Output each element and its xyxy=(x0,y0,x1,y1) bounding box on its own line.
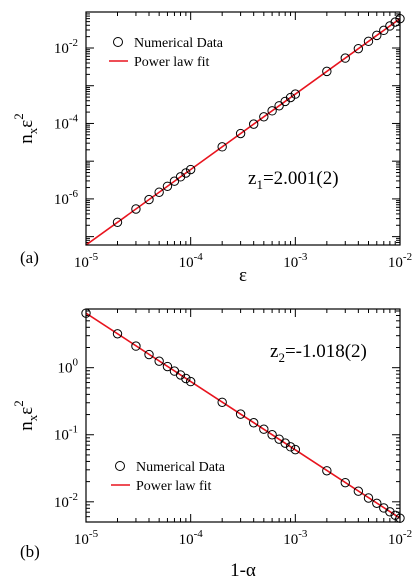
exponent-annotation: z1=2.001(2) xyxy=(248,168,339,192)
data-point xyxy=(162,361,173,372)
data-point xyxy=(169,176,180,186)
exponent-annotation: z2=-1.018(2) xyxy=(270,341,367,365)
data-point xyxy=(340,53,350,63)
x-axis-label: 1-α xyxy=(230,560,256,581)
legend-marker-data xyxy=(115,461,125,471)
fit-series xyxy=(86,312,400,519)
legend-label-fit: Power law fit xyxy=(136,479,212,494)
data-point xyxy=(353,43,364,54)
panel-a: 10-5 10-4 10-3 10-2 10-6 10-4 10-2 Numerical Da… xyxy=(11,11,412,286)
legend-label-data: Numerical Data xyxy=(134,36,224,51)
x-tick-label: 10-3 xyxy=(283,251,308,271)
y-tick-label: 10-1 xyxy=(54,424,78,444)
data-point xyxy=(248,418,259,428)
data-point xyxy=(290,89,301,99)
data-point xyxy=(372,498,382,509)
panel-label: (a) xyxy=(20,248,39,267)
y-tick-label: 10-4 xyxy=(54,112,79,132)
x-tick-label: 10-2 xyxy=(388,528,412,548)
data-point xyxy=(259,112,269,122)
legend-label-data: Numerical Data xyxy=(136,460,226,475)
data-point xyxy=(185,164,196,175)
y-tick-label: 10-2 xyxy=(54,491,78,511)
data-point xyxy=(144,349,154,360)
data-point xyxy=(217,142,227,152)
power-law-fit-line xyxy=(86,17,400,245)
legend: Numerical Data Power law fit xyxy=(109,36,224,70)
x-tick-label: 10-4 xyxy=(179,251,204,271)
x-tick-label: 10-5 xyxy=(74,251,99,271)
data-point xyxy=(112,329,123,339)
data-point xyxy=(285,442,296,452)
data-point xyxy=(181,373,191,384)
data-point xyxy=(322,66,332,77)
data-series xyxy=(112,13,405,227)
data-point xyxy=(112,217,123,227)
legend-marker-data xyxy=(113,37,123,47)
data-point xyxy=(217,397,227,407)
axis-ticks xyxy=(85,309,401,523)
plot-frame xyxy=(85,308,401,523)
y-tick-label: 100 xyxy=(58,357,79,377)
data-series xyxy=(81,308,405,523)
legend: Numerical Data Power law fit xyxy=(111,460,226,494)
x-tick-label: 10-3 xyxy=(283,528,308,548)
data-point xyxy=(385,507,395,517)
data-point xyxy=(285,92,296,103)
data-point xyxy=(372,30,382,41)
data-point xyxy=(267,430,277,440)
data-point xyxy=(267,106,277,116)
x-axis-label: ε xyxy=(239,265,247,286)
x-tick-label: 10-2 xyxy=(388,251,412,271)
data-point xyxy=(154,356,164,366)
y-tick-label: 10-6 xyxy=(54,188,79,208)
data-point xyxy=(259,424,269,434)
data-point xyxy=(322,466,332,476)
data-point xyxy=(162,181,173,191)
data-point xyxy=(274,101,284,111)
data-point xyxy=(131,204,141,214)
data-point xyxy=(144,194,154,205)
data-point xyxy=(340,477,350,488)
data-point xyxy=(185,376,196,387)
data-point xyxy=(235,128,246,139)
panel-label: (b) xyxy=(20,542,40,561)
data-point xyxy=(181,168,191,178)
power-law-fit-line xyxy=(86,312,400,519)
y-axis-label: nxε2 xyxy=(11,400,40,430)
data-point xyxy=(154,187,164,197)
data-point xyxy=(131,341,141,351)
x-tick-label: 10-4 xyxy=(179,528,204,548)
fit-series xyxy=(86,17,400,245)
data-point xyxy=(290,444,301,455)
y-tick-label: 10-2 xyxy=(54,37,78,57)
axis-ticks xyxy=(85,11,401,246)
data-point xyxy=(248,119,259,129)
data-point xyxy=(363,36,374,47)
x-tick-label: 10-5 xyxy=(74,528,99,548)
data-point xyxy=(175,370,186,380)
plot-frame xyxy=(85,11,401,246)
data-point xyxy=(353,486,364,496)
data-point xyxy=(379,25,389,36)
data-point xyxy=(363,493,374,503)
panel-b: 10-5 10-4 10-3 10-2 10-2 10-1 100 Numerical Dat… xyxy=(11,308,412,581)
y-axis-label: nxε2 xyxy=(11,113,40,143)
data-point xyxy=(235,409,246,419)
legend-label-fit: Power law fit xyxy=(134,55,210,70)
